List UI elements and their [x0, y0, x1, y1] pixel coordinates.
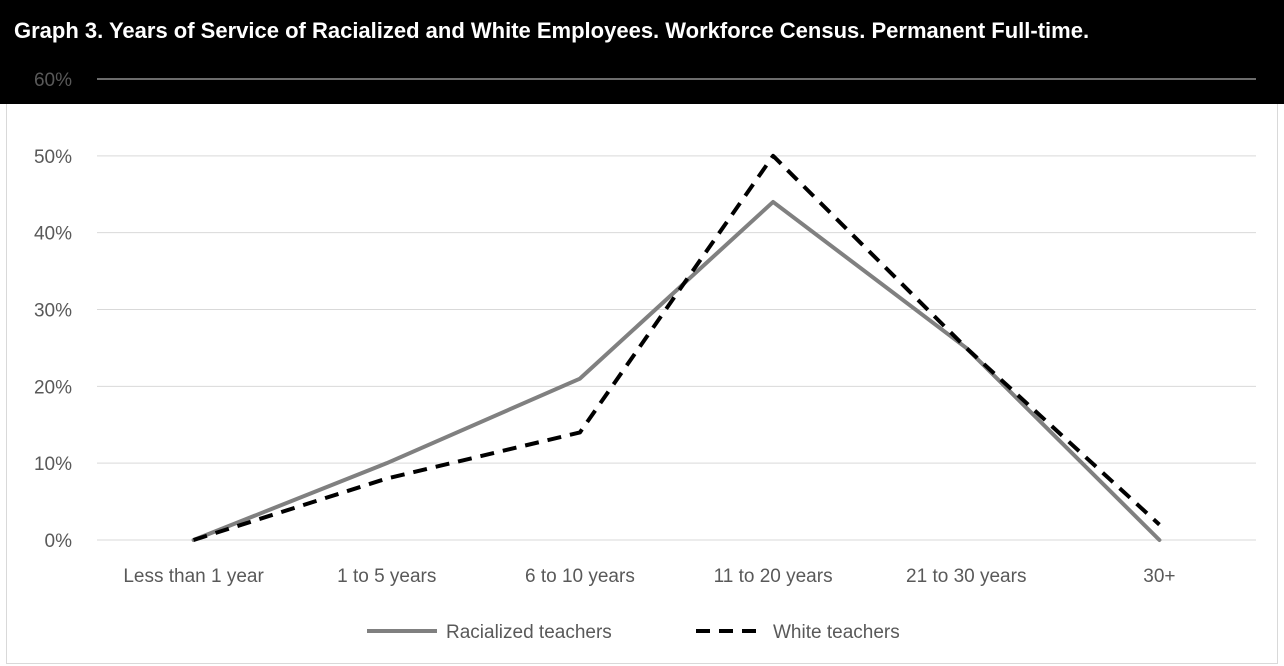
- y-tick-label: 60%: [34, 70, 72, 91]
- x-tick-label: 21 to 30 years: [906, 566, 1026, 587]
- y-tick-label: 30%: [34, 301, 72, 322]
- y-tick-label: 50%: [34, 147, 72, 168]
- x-tick-label: 30+: [1143, 566, 1175, 587]
- x-tick-label: Less than 1 year: [123, 566, 264, 587]
- y-tick-label: 0%: [45, 531, 73, 552]
- x-tick-label: 11 to 20 years: [714, 566, 833, 587]
- series-line-racialized-teachers: [191, 199, 1162, 542]
- chart-title-bar: Graph 3. Years of Service of Racialized …: [0, 0, 1284, 104]
- x-tick-label: 1 to 5 years: [337, 566, 436, 587]
- y-tick-label: 40%: [34, 224, 72, 245]
- legend-label: White teachers: [773, 622, 900, 643]
- x-tick-label: 6 to 10 years: [525, 566, 635, 587]
- legend-label: Racialized teachers: [446, 622, 612, 643]
- series-line-white-teachers: [192, 153, 1161, 542]
- chart-frame: [6, 104, 1278, 664]
- y-tick-label: 10%: [34, 454, 72, 475]
- y-tick-label: 20%: [34, 377, 72, 398]
- chart-title: Graph 3. Years of Service of Racialized …: [14, 18, 1090, 43]
